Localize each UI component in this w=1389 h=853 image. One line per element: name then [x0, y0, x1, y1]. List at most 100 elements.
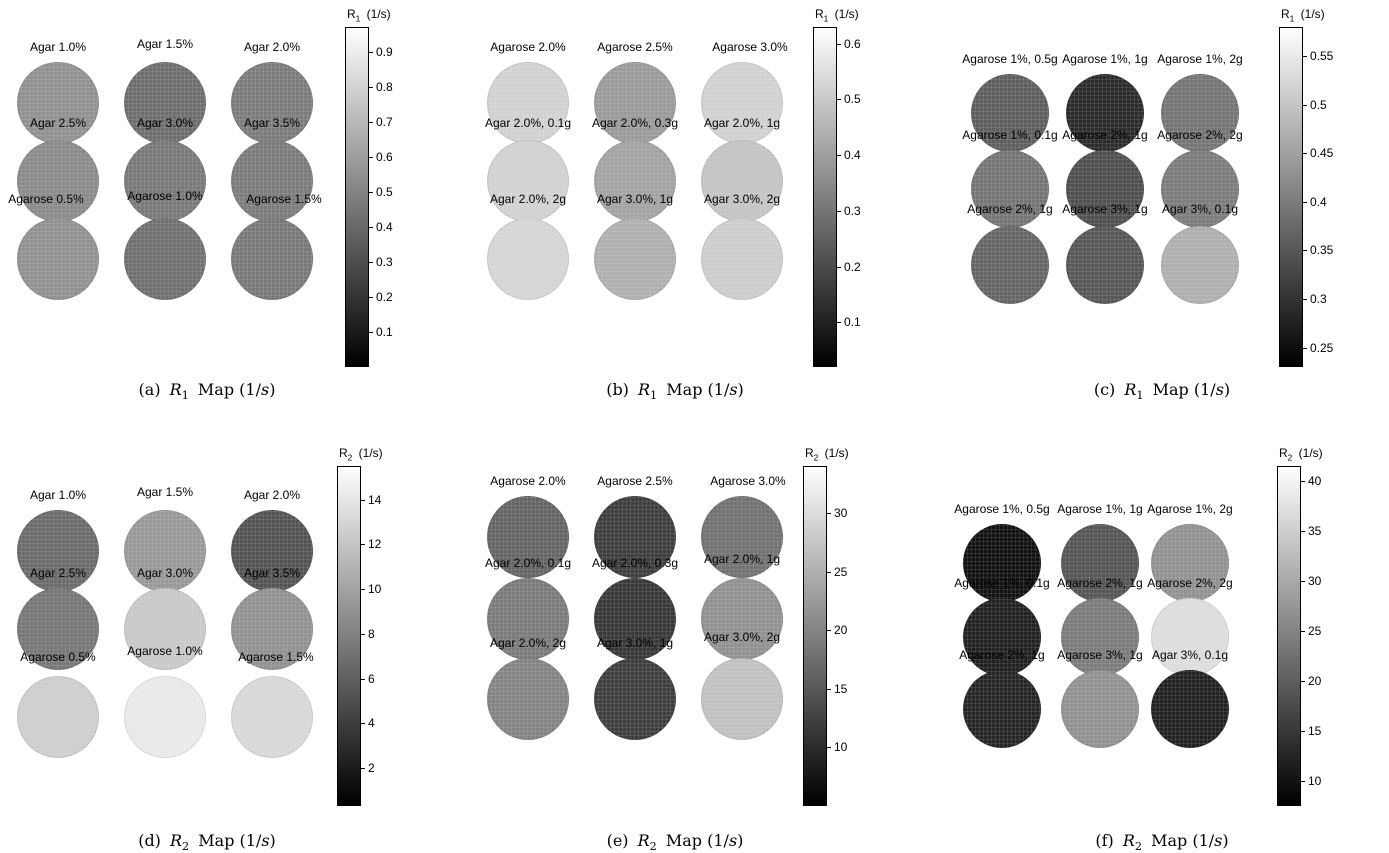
sample-disc: [594, 62, 676, 144]
sample-disc: [1061, 670, 1139, 748]
sample-disc: [1066, 150, 1144, 228]
colorbar-title: R1 (1/s): [1281, 7, 1325, 24]
sample-disc: [701, 218, 783, 300]
sample-disc: [594, 496, 676, 578]
colorbar-title: R2 (1/s): [339, 446, 383, 463]
colorbar-tick-mark: [1303, 347, 1307, 349]
colorbar-tick-label: 0.4: [844, 148, 861, 163]
colorbar-tick-mark: [837, 210, 841, 212]
colorbar-tick-label: 10: [834, 740, 848, 755]
colorbar-tick-mark: [1303, 153, 1307, 155]
colorbar-tick-label: 0.25: [1310, 340, 1334, 355]
colorbar-tick-mark: [361, 499, 365, 501]
colorbar-tick-mark: [369, 156, 373, 158]
colorbar-tick-mark: [1303, 299, 1307, 300]
sample-label: Agar 1.5%: [136, 37, 194, 51]
colorbar-tick-label: 20: [834, 623, 848, 638]
colorbar-tick-mark: [1301, 781, 1305, 782]
sample-disc: [124, 140, 206, 222]
colorbar-tick-mark: [837, 99, 841, 101]
sample-label: Agarose 1%, 0.5g: [954, 502, 1050, 516]
colorbar-tick-mark: [361, 723, 365, 725]
sample-disc: [17, 62, 99, 144]
sample-disc: [971, 150, 1049, 228]
colorbar-tick-mark: [827, 630, 831, 632]
sample-disc: [124, 676, 206, 758]
colorbar-tick-label: 15: [834, 681, 848, 696]
sample-label: Agarose 1.0%: [127, 644, 203, 658]
sample-label: Agarose 2%, 1g: [959, 648, 1045, 662]
sample-disc: [231, 218, 313, 300]
sample-label: Agarose 2.5%: [597, 40, 673, 54]
colorbar-tick-mark: [1303, 250, 1307, 252]
sample-label: Agar 3.0%: [136, 116, 194, 130]
colorbar-tick-label: 2: [368, 760, 375, 775]
colorbar-tick-mark: [837, 266, 841, 268]
sample-label: Agarose 0.5%: [8, 192, 84, 206]
sample-label: Agarose 3%, 1g: [1057, 648, 1143, 662]
sample-label: Agar 3%, 0.1g: [1161, 202, 1239, 216]
colorbar-tick-label: 25: [834, 564, 848, 579]
colorbar-title: R1 (1/s): [347, 7, 391, 24]
colorbar-tick-mark: [1303, 104, 1307, 106]
colorbar-title: R1 (1/s): [815, 7, 859, 24]
colorbar-tick-label: 0.5: [1310, 97, 1327, 112]
sample-label: Agar 3.5%: [243, 566, 301, 580]
sample-label: Agarose 2%, 2g: [1147, 576, 1233, 590]
sample-disc: [17, 510, 99, 592]
panel-caption: (c) R1 Map (1/s): [1093, 380, 1231, 403]
sample-disc: [124, 588, 206, 670]
colorbar-tick-mark: [369, 226, 373, 228]
colorbar-tick-mark: [827, 688, 831, 690]
colorbar-tick-label: 0.4: [376, 219, 393, 234]
sample-disc: [594, 140, 676, 222]
sample-label: Agarose 1.5%: [238, 650, 314, 664]
sample-disc: [487, 140, 569, 222]
sample-disc: [124, 218, 206, 300]
sample-label: Agar 2.0%, 1g: [703, 552, 781, 566]
colorbar-tick-label: 0.1: [844, 315, 861, 330]
colorbar-tick-label: 0.8: [376, 79, 393, 94]
colorbar-tick-label: 30: [834, 505, 848, 520]
sample-label: Agar 2.0%: [243, 488, 301, 502]
colorbar-title: R2 (1/s): [805, 446, 849, 463]
colorbar-tick-label: 14: [368, 492, 382, 507]
sample-disc: [963, 598, 1041, 676]
colorbar-tick-mark: [361, 678, 365, 680]
panel-caption: (e) R2 Map (1/s): [606, 831, 744, 853]
colorbar: [813, 27, 837, 367]
sample-disc: [17, 218, 99, 300]
sample-label: Agar 2.0%, 0.3g: [591, 116, 679, 130]
sample-label: Agarose 1%, 0.1g: [962, 128, 1058, 142]
colorbar-tick-mark: [1301, 581, 1305, 582]
colorbar-tick-label: 0.3: [376, 254, 393, 269]
sample-label: Agarose 2%, 1g: [1062, 128, 1148, 142]
sample-label: Agar 2.0%, 0.3g: [591, 556, 679, 570]
colorbar: [1279, 27, 1303, 367]
sample-label: Agarose 2.5%: [597, 474, 673, 488]
colorbar-tick-mark: [837, 43, 841, 45]
colorbar-tick-mark: [837, 322, 841, 324]
colorbar-tick-mark: [1303, 56, 1307, 58]
panel-caption: (a) R1 Map (1/s): [138, 380, 276, 403]
sample-disc: [231, 140, 313, 222]
colorbar-tick-label: 0.45: [1310, 146, 1334, 161]
sample-disc: [1151, 598, 1229, 676]
colorbar-tick-label: 0.9: [376, 44, 393, 59]
sample-label: Agarose 3.0%: [710, 474, 786, 488]
sample-disc: [1066, 74, 1144, 152]
colorbar-tick-mark: [361, 633, 365, 635]
colorbar-tick-label: 0.1: [376, 324, 393, 339]
sample-label: Agar 2.0%, 2g: [489, 192, 567, 206]
colorbar-tick-label: 0.6: [376, 149, 393, 164]
sample-label: Agarose 1%, 1g: [1057, 502, 1143, 516]
sample-label: Agar 3.0%, 2g: [703, 630, 781, 644]
sample-label: Agar 3.0%, 1g: [596, 636, 674, 650]
sample-label: Agarose 2%, 1g: [1057, 576, 1143, 590]
colorbar-tick-label: 0.3: [1310, 292, 1327, 306]
colorbar-tick-mark: [361, 589, 365, 591]
colorbar: [803, 466, 827, 806]
sample-label: Agar 1.5%: [136, 485, 194, 499]
colorbar-tick-label: 12: [368, 537, 382, 552]
sample-label: Agar 1.0%: [29, 40, 87, 54]
